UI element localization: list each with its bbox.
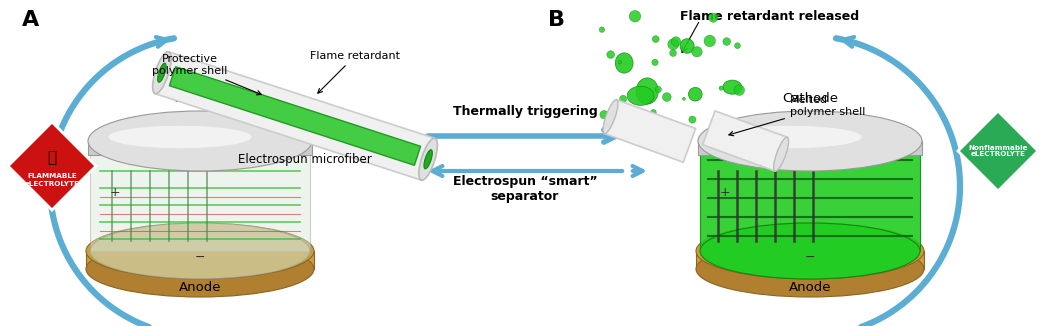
Ellipse shape: [714, 116, 734, 139]
Text: Flame retardant: Flame retardant: [310, 51, 400, 93]
Polygon shape: [702, 111, 788, 171]
Ellipse shape: [603, 100, 618, 134]
Ellipse shape: [663, 93, 671, 101]
Ellipse shape: [689, 87, 702, 101]
Text: Cathode: Cathode: [172, 92, 228, 105]
Polygon shape: [605, 100, 695, 162]
Ellipse shape: [774, 137, 789, 171]
Text: Cathode: Cathode: [782, 92, 838, 105]
Ellipse shape: [652, 36, 659, 42]
Text: Flame retardant released: Flame retardant released: [680, 10, 860, 23]
Text: FLAMMABLE
eLECTROLYTE: FLAMMABLE eLECTROLYTE: [24, 173, 80, 186]
Ellipse shape: [613, 111, 621, 118]
Bar: [88, 141, 312, 155]
Ellipse shape: [698, 111, 922, 171]
Text: Anode: Anode: [789, 281, 832, 294]
Text: +: +: [109, 186, 121, 199]
Bar: [698, 141, 922, 155]
Text: −: −: [194, 251, 205, 264]
Text: Nonflammable
eLECTROLYTE: Nonflammable eLECTROLYTE: [968, 144, 1028, 157]
Ellipse shape: [620, 95, 627, 102]
Ellipse shape: [734, 85, 744, 96]
Text: +: +: [719, 186, 731, 199]
Ellipse shape: [152, 52, 171, 94]
Text: 🔥: 🔥: [47, 151, 57, 166]
Ellipse shape: [607, 51, 614, 58]
Text: Anode: Anode: [178, 281, 222, 294]
Ellipse shape: [424, 150, 433, 169]
Ellipse shape: [627, 86, 654, 105]
Ellipse shape: [722, 38, 731, 45]
Ellipse shape: [700, 223, 920, 279]
Ellipse shape: [615, 53, 633, 73]
Ellipse shape: [655, 86, 662, 93]
Text: Electrospun microfiber: Electrospun microfiber: [238, 153, 372, 166]
Ellipse shape: [600, 111, 608, 119]
Ellipse shape: [88, 111, 312, 171]
Text: Thermally triggering: Thermally triggering: [453, 105, 597, 118]
Text: −: −: [804, 251, 815, 264]
Ellipse shape: [651, 110, 656, 115]
Ellipse shape: [696, 241, 924, 297]
Ellipse shape: [158, 63, 166, 82]
Ellipse shape: [722, 80, 742, 94]
Text: Melted
polymer shell: Melted polymer shell: [729, 95, 865, 136]
Ellipse shape: [90, 223, 310, 279]
Ellipse shape: [709, 13, 718, 22]
Bar: [90, 141, 310, 251]
Ellipse shape: [668, 39, 678, 50]
Polygon shape: [169, 67, 421, 165]
Ellipse shape: [86, 241, 314, 297]
Ellipse shape: [680, 39, 694, 53]
Ellipse shape: [704, 35, 715, 47]
Text: Protective
polymer shell: Protective polymer shell: [152, 54, 261, 95]
Ellipse shape: [419, 138, 438, 180]
Polygon shape: [8, 122, 96, 210]
Polygon shape: [958, 111, 1038, 191]
Text: Electrospun “smart”
separator: Electrospun “smart” separator: [453, 175, 597, 203]
Ellipse shape: [682, 97, 686, 100]
Bar: [700, 141, 920, 251]
Ellipse shape: [689, 116, 696, 123]
Ellipse shape: [692, 47, 702, 57]
Ellipse shape: [86, 223, 314, 279]
Ellipse shape: [618, 60, 622, 64]
Ellipse shape: [696, 223, 924, 279]
Ellipse shape: [718, 126, 861, 148]
Polygon shape: [155, 52, 435, 180]
Ellipse shape: [600, 27, 605, 32]
Ellipse shape: [744, 129, 754, 139]
Ellipse shape: [719, 86, 723, 90]
Ellipse shape: [636, 78, 658, 104]
Ellipse shape: [652, 59, 658, 66]
Ellipse shape: [629, 10, 640, 22]
Ellipse shape: [653, 125, 668, 144]
Ellipse shape: [108, 126, 252, 148]
Bar: [86, 251, 314, 269]
Ellipse shape: [735, 43, 740, 49]
Text: A: A: [22, 10, 39, 30]
Text: B: B: [548, 10, 565, 30]
Ellipse shape: [671, 37, 680, 46]
Bar: [696, 251, 924, 269]
Ellipse shape: [670, 50, 676, 56]
